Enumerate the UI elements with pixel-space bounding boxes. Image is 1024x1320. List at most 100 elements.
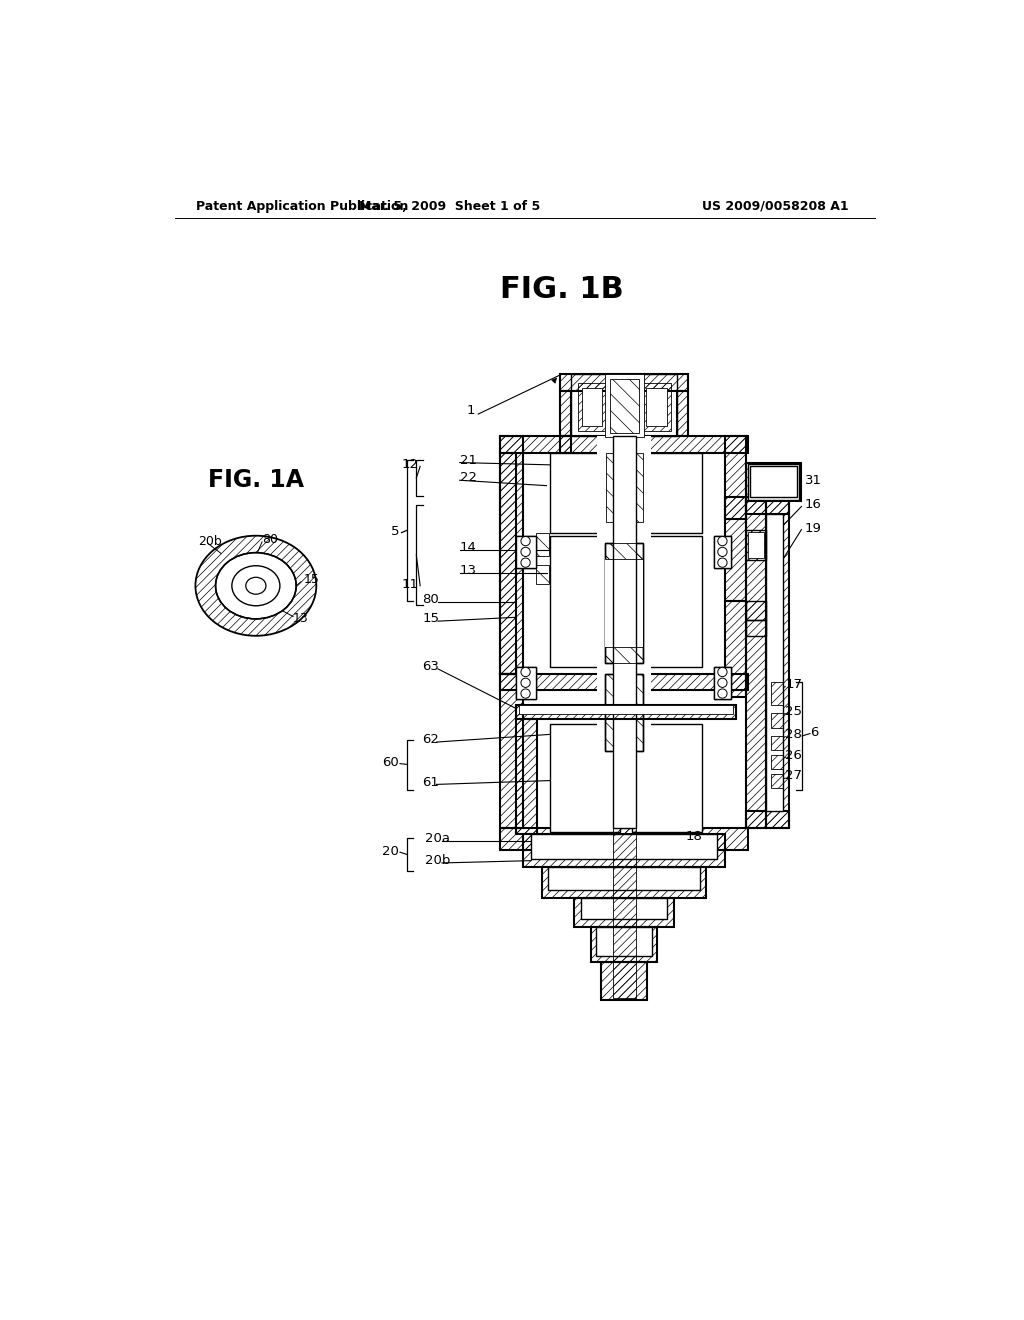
Text: 62: 62 — [423, 733, 439, 746]
Bar — [771, 713, 783, 729]
Text: 12: 12 — [401, 458, 419, 471]
Bar — [571, 374, 678, 436]
Text: 19: 19 — [805, 521, 821, 535]
Text: 17: 17 — [785, 677, 802, 690]
Text: 14: 14 — [460, 541, 476, 554]
Bar — [597, 436, 651, 829]
Bar — [613, 436, 636, 829]
Text: 6: 6 — [810, 726, 818, 739]
Bar — [515, 705, 736, 719]
Bar — [500, 675, 748, 689]
Bar — [560, 391, 571, 436]
Text: 21: 21 — [460, 454, 477, 467]
Bar — [771, 737, 783, 750]
Bar — [642, 383, 672, 430]
Text: 20b: 20b — [199, 535, 222, 548]
Text: 20b: 20b — [425, 854, 451, 867]
Bar — [560, 374, 688, 391]
Text: 16: 16 — [805, 499, 821, 511]
Bar — [725, 498, 746, 519]
Bar — [678, 391, 688, 436]
Bar — [550, 536, 621, 667]
Bar — [766, 515, 783, 812]
Circle shape — [718, 689, 727, 698]
Bar — [725, 436, 746, 601]
Circle shape — [521, 678, 530, 688]
Bar — [604, 558, 643, 647]
Text: 26: 26 — [785, 748, 802, 762]
Bar — [515, 536, 537, 568]
Text: 13: 13 — [460, 564, 477, 577]
Bar — [751, 466, 797, 498]
Bar — [604, 544, 643, 558]
Bar — [500, 453, 515, 675]
Bar — [746, 462, 801, 502]
Bar — [606, 453, 643, 521]
Bar — [519, 705, 732, 714]
Bar — [771, 682, 783, 705]
Circle shape — [521, 689, 530, 698]
Bar — [592, 927, 656, 961]
Bar — [500, 675, 523, 829]
Bar — [748, 465, 799, 499]
Text: 5: 5 — [391, 525, 399, 539]
Bar — [583, 388, 602, 426]
Bar — [604, 647, 643, 663]
Circle shape — [718, 668, 727, 677]
Bar — [748, 532, 764, 558]
Bar — [771, 775, 783, 788]
Bar — [531, 834, 717, 859]
Bar — [537, 533, 549, 557]
Bar — [632, 536, 701, 667]
Text: 15: 15 — [304, 573, 319, 586]
Bar — [604, 374, 644, 437]
Bar — [515, 667, 537, 700]
Bar — [771, 755, 783, 770]
Bar — [646, 388, 667, 426]
Bar — [746, 498, 766, 829]
Bar — [542, 867, 707, 898]
Bar — [746, 812, 790, 829]
Text: Patent Application Publication: Patent Application Publication — [197, 199, 409, 213]
Bar — [604, 544, 643, 663]
Text: 18: 18 — [686, 829, 702, 842]
Bar — [632, 725, 701, 832]
Bar — [515, 667, 537, 700]
Bar — [515, 536, 537, 568]
Bar — [601, 961, 647, 1001]
Text: 63: 63 — [423, 660, 439, 673]
Text: 15: 15 — [423, 612, 439, 626]
Ellipse shape — [216, 553, 296, 619]
Circle shape — [718, 678, 727, 688]
Text: Mar. 5, 2009  Sheet 1 of 5: Mar. 5, 2009 Sheet 1 of 5 — [359, 199, 541, 213]
Text: 25: 25 — [785, 705, 802, 718]
Bar — [578, 383, 607, 430]
Bar — [714, 536, 731, 568]
Text: 80: 80 — [423, 593, 439, 606]
Bar — [574, 898, 674, 927]
Bar — [560, 436, 571, 453]
Bar — [550, 725, 621, 832]
Bar — [596, 927, 652, 956]
Circle shape — [521, 668, 530, 677]
Bar — [610, 379, 639, 433]
Text: 22: 22 — [460, 471, 477, 484]
Bar — [714, 667, 731, 700]
Bar — [766, 498, 790, 829]
Ellipse shape — [231, 566, 280, 606]
Bar — [604, 675, 643, 751]
Bar — [632, 453, 701, 533]
Bar — [746, 531, 766, 560]
Bar — [515, 719, 538, 834]
Bar — [725, 601, 746, 697]
Text: 31: 31 — [805, 474, 821, 487]
Text: FIG. 1A: FIG. 1A — [208, 469, 304, 492]
Text: 11: 11 — [401, 578, 419, 591]
Bar — [523, 834, 725, 867]
Text: FIG. 1B: FIG. 1B — [500, 275, 624, 304]
Bar — [548, 867, 700, 890]
Bar — [550, 453, 621, 533]
Bar — [537, 565, 549, 585]
Text: 61: 61 — [423, 776, 439, 788]
Text: 27: 27 — [785, 770, 802, 783]
